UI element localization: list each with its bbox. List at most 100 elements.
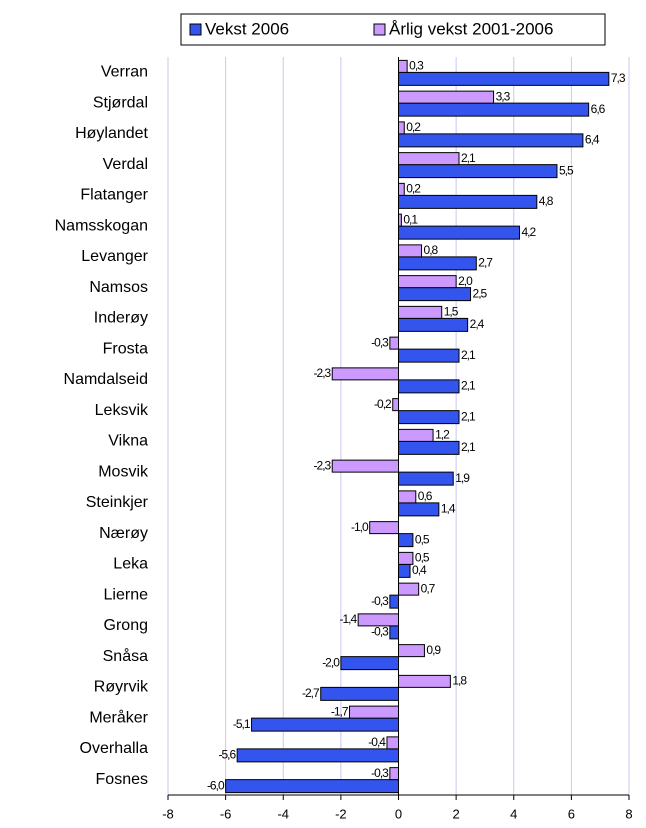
- value-label: 0,6: [418, 489, 433, 503]
- bar: [331, 367, 400, 381]
- bar: [398, 533, 414, 548]
- category-label: Fosnes: [96, 771, 148, 788]
- value-label: 0,2: [406, 182, 421, 196]
- category-label: Snåsa: [103, 647, 148, 665]
- value-label: -2,3: [314, 366, 332, 380]
- value-label: -1,0: [351, 520, 369, 534]
- bar: [331, 459, 400, 473]
- category-label: Nærøy: [99, 525, 148, 542]
- bar: [398, 90, 495, 104]
- value-label: 0,3: [409, 59, 424, 73]
- bar: [398, 102, 590, 117]
- category-label: Levanger: [81, 248, 148, 265]
- value-label: 6,6: [591, 102, 606, 116]
- value-label: 1,5: [444, 305, 459, 319]
- value-label: -0,3: [371, 594, 389, 608]
- bar: [398, 256, 477, 271]
- value-label: 2,5: [473, 286, 488, 300]
- category-label: Flatanger: [80, 187, 148, 204]
- bar: [398, 133, 584, 148]
- value-label: 4,8: [539, 194, 554, 208]
- value-label: 0,4: [412, 563, 427, 577]
- value-label: 1,4: [441, 502, 456, 516]
- category-label: Namdalseid: [64, 371, 148, 388]
- x-tick-label: -2: [335, 806, 347, 821]
- bar: [236, 748, 399, 763]
- bar: [398, 121, 405, 135]
- bar: [398, 59, 408, 73]
- x-tick-label: -8: [162, 806, 174, 821]
- bar: [389, 625, 400, 640]
- bar: [398, 317, 469, 332]
- value-label: -0,3: [371, 335, 389, 349]
- value-label: 2,1: [461, 151, 476, 165]
- value-label: 2,1: [461, 409, 476, 423]
- bar: [225, 779, 399, 794]
- bar: [398, 305, 443, 319]
- category-label: Verran: [101, 64, 148, 81]
- value-label: -0,3: [371, 766, 389, 780]
- bar: [398, 502, 440, 517]
- x-tick-label: 0: [395, 806, 402, 821]
- value-label: -0,4: [368, 735, 386, 749]
- value-label: 4,2: [522, 225, 537, 239]
- value-label: 0,9: [426, 643, 441, 657]
- category-label: Grong: [104, 617, 148, 634]
- value-label: -2,0: [322, 655, 340, 669]
- bar: [398, 182, 405, 196]
- value-label: 2,4: [470, 317, 485, 331]
- bar: [398, 275, 457, 289]
- bar: [389, 336, 400, 350]
- x-tick-label: -6: [220, 806, 232, 821]
- bar: [398, 164, 558, 179]
- bar: [398, 379, 460, 394]
- value-label: 3,3: [496, 89, 511, 103]
- value-label: 1,8: [452, 674, 467, 688]
- category-label: Namsskogan: [55, 217, 148, 234]
- bar: [398, 563, 411, 578]
- value-label: 5,5: [559, 163, 574, 177]
- category-label: Frosta: [103, 340, 148, 357]
- bar: [389, 767, 400, 781]
- value-label: -2,7: [302, 686, 320, 700]
- category-label: Meråker: [89, 708, 148, 726]
- category-label: Namsos: [89, 279, 148, 296]
- value-label: 2,1: [461, 440, 476, 454]
- value-label: -0,3: [371, 625, 389, 639]
- category-label: Høylandet: [75, 125, 148, 142]
- legend-label: Vekst 2006: [205, 19, 289, 38]
- bar: [398, 71, 610, 86]
- category-label: Leka: [113, 556, 148, 573]
- value-label: -2,3: [314, 458, 332, 472]
- bar: [398, 348, 460, 363]
- legend-box: [180, 13, 606, 46]
- bar: [398, 287, 472, 302]
- category-label: Røyrvik: [94, 679, 149, 696]
- legend-swatch: [189, 23, 202, 36]
- bar: [398, 194, 538, 209]
- value-label: -1,7: [331, 704, 349, 718]
- category-label: Inderøy: [94, 310, 148, 327]
- value-label: 7,3: [611, 71, 626, 85]
- value-label: -5,1: [233, 717, 251, 731]
- bar: [398, 428, 434, 442]
- category-label: Lierne: [104, 586, 149, 603]
- bar: [320, 686, 399, 701]
- category-label: Verdal: [103, 156, 148, 173]
- bar: [251, 717, 399, 732]
- value-label: 2,0: [458, 274, 473, 288]
- value-label: 0,1: [403, 212, 418, 226]
- bar: [369, 521, 399, 535]
- value-label: -1,4: [339, 612, 357, 626]
- x-tick-label: 6: [568, 806, 575, 821]
- bar: [398, 644, 425, 658]
- value-label: 2,1: [461, 379, 476, 393]
- category-label: Stjørdal: [93, 94, 148, 111]
- bar: [398, 551, 414, 565]
- bar: [398, 152, 460, 166]
- category-label: Overhalla: [80, 740, 149, 757]
- category-label: Leksvik: [95, 402, 149, 419]
- bar: [398, 410, 460, 425]
- bar: [357, 613, 400, 627]
- bar: [389, 594, 400, 609]
